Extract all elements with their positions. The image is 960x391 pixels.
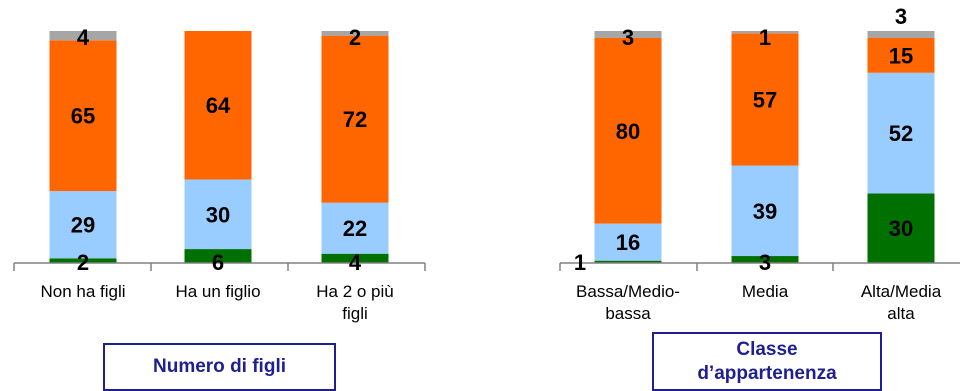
bar-segment <box>594 260 662 263</box>
bar-segment <box>49 31 117 41</box>
data-label: 30 <box>889 216 913 241</box>
bar-segment <box>867 31 935 38</box>
bar-segment <box>867 193 935 263</box>
category-label: Ha 2 o più <box>316 282 394 301</box>
category-label: Media <box>742 282 789 301</box>
category-label: alta <box>887 304 915 323</box>
data-label: 72 <box>343 107 367 132</box>
bar-segment <box>321 253 389 263</box>
bar-segment <box>867 72 935 194</box>
bar-segment <box>184 31 252 180</box>
data-label: 3 <box>759 250 771 275</box>
bar-segment <box>321 35 389 203</box>
category-label: Bassa/Medio- <box>576 282 680 301</box>
bar-segment <box>867 37 935 73</box>
bar-segment <box>731 165 799 257</box>
data-label: 29 <box>71 213 95 238</box>
category-label: Ha un figlio <box>175 282 260 301</box>
group-label-line: d’appartenenza <box>697 363 837 384</box>
data-label: 65 <box>71 104 95 129</box>
data-label: 15 <box>889 43 913 68</box>
data-label: 39 <box>753 199 777 224</box>
bar-segment <box>49 40 117 192</box>
bar-segment <box>321 31 389 36</box>
bar-segment <box>49 191 117 259</box>
data-label: 3 <box>622 25 634 50</box>
data-label: 2 <box>77 250 89 275</box>
category-label: Non ha figli <box>40 282 125 301</box>
data-label: 22 <box>343 216 367 241</box>
data-label: 1 <box>759 25 771 50</box>
group-label-line: Numero di figli <box>153 356 286 377</box>
bar-segment <box>49 258 117 263</box>
data-label: 57 <box>753 87 777 112</box>
group-label-numero-di-figli: Numero di figli <box>103 343 336 391</box>
bar-segment <box>731 256 799 263</box>
data-label: 16 <box>616 230 640 255</box>
bar-segment <box>731 31 799 34</box>
data-label: 30 <box>206 202 230 227</box>
bar-segment <box>184 179 252 250</box>
data-label: 3 <box>895 4 907 29</box>
data-label: 4 <box>349 250 362 275</box>
bar-segment <box>594 223 662 261</box>
group-label-classe-appartenenza: Classe d’appartenenza <box>652 332 882 391</box>
bar-segment <box>321 202 389 254</box>
data-label: 4 <box>77 25 90 50</box>
bar-segment <box>731 33 799 166</box>
group-label-line: Classe <box>736 339 798 360</box>
data-label: 52 <box>889 121 913 146</box>
data-label: 80 <box>616 119 640 144</box>
data-label: 1 <box>574 250 586 275</box>
category-label: Alta/Media <box>861 282 942 301</box>
category-label: bassa <box>605 304 651 323</box>
category-label: figli <box>342 304 368 323</box>
data-label: 2 <box>349 25 361 50</box>
bar-segment <box>184 249 252 263</box>
bar-segment <box>594 31 662 38</box>
data-label: 6 <box>212 250 224 275</box>
bar-segment <box>594 37 662 224</box>
data-label: 64 <box>206 93 231 118</box>
